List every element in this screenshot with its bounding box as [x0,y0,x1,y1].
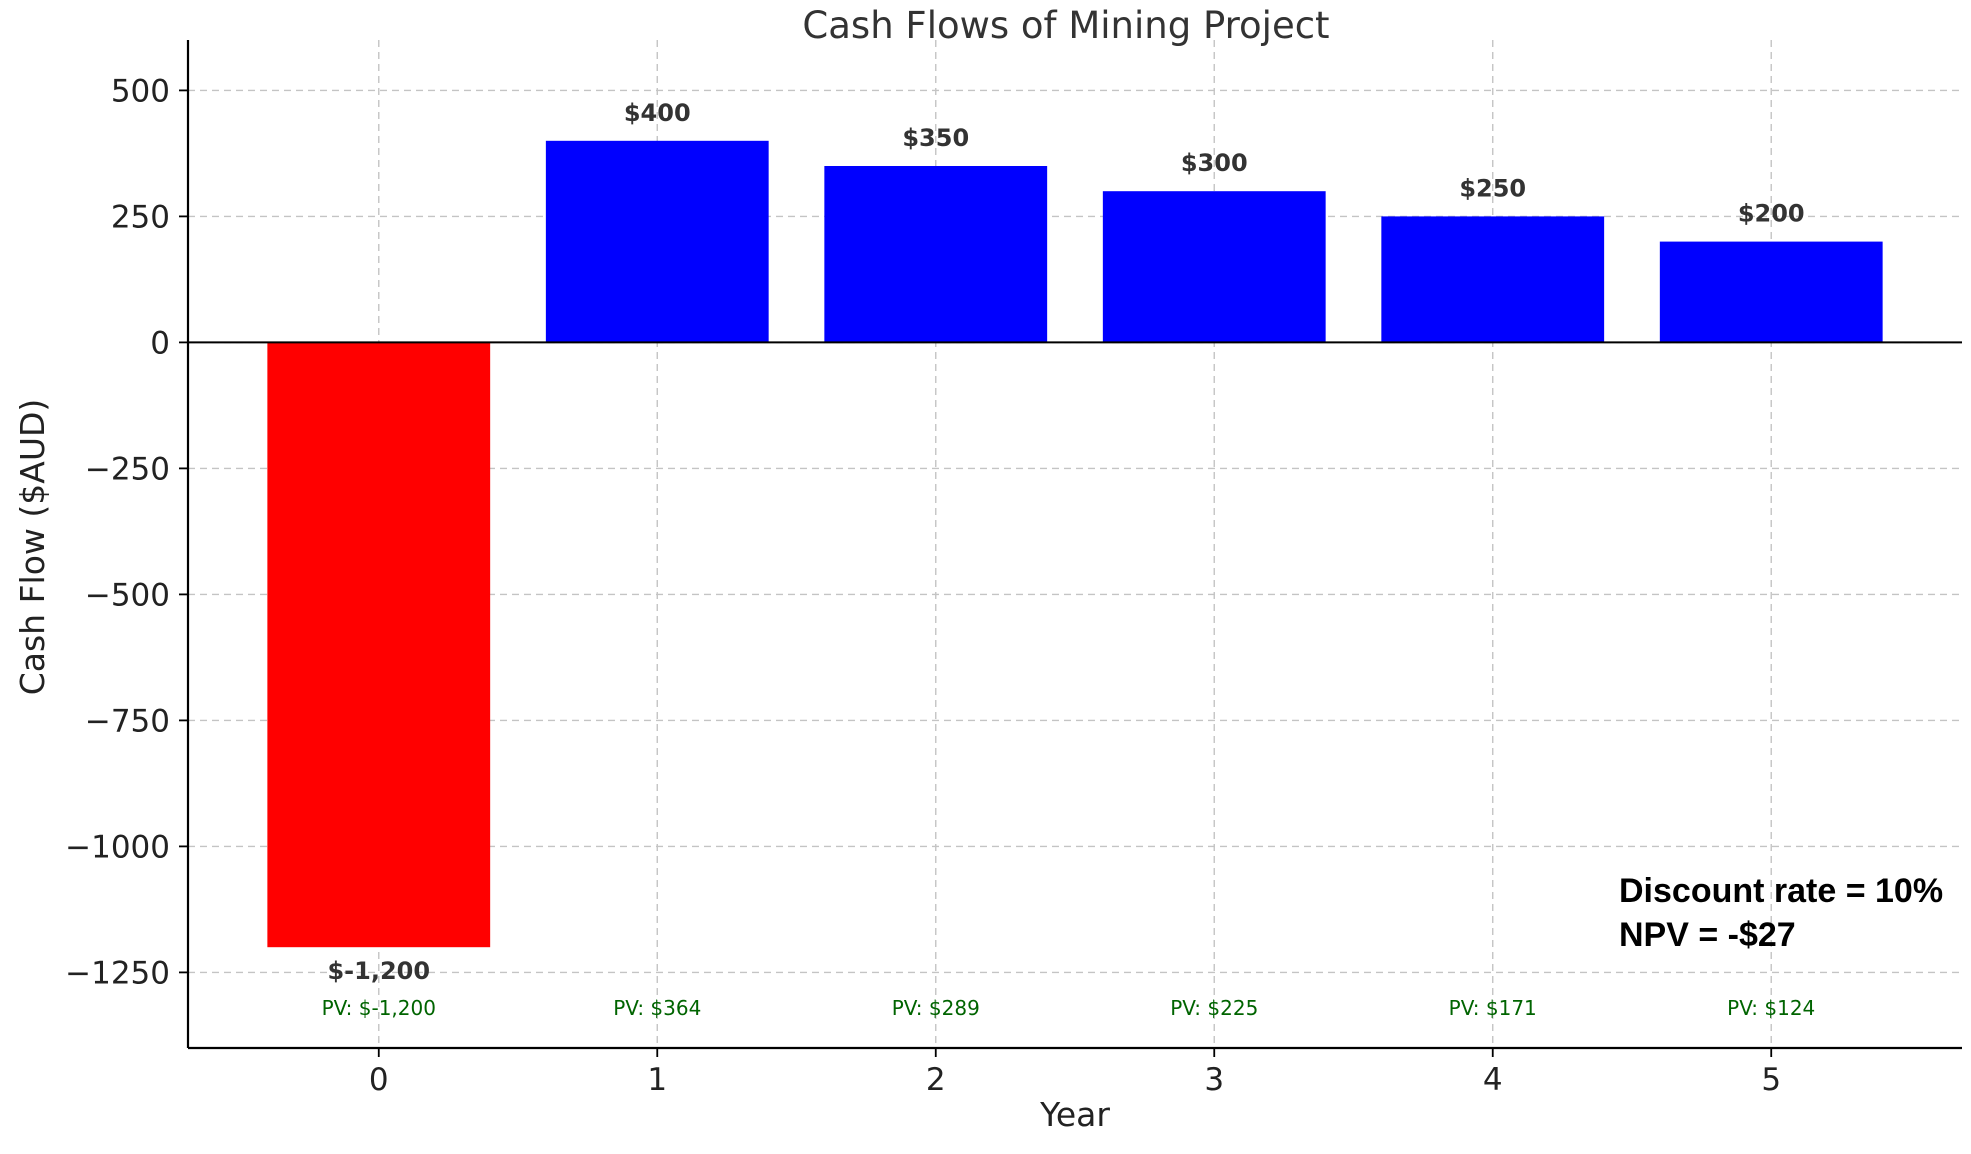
y-tick-label: −500 [85,577,170,613]
pv-label: PV: $171 [1449,996,1537,1020]
bar-year-4 [1381,216,1605,343]
value-label: $300 [1181,149,1248,177]
value-label: $350 [902,124,969,152]
x-tick-label: 4 [1483,1062,1503,1098]
pv-label: PV: $225 [1170,996,1258,1020]
x-tick-label: 3 [1204,1062,1224,1098]
data-labels: $-1,200 PV: $-1,200 $400 PV: $364 $350 PV: $2… [322,99,1816,1020]
y-axis-label: Cash Flow ($AUD) [13,399,52,696]
bar-year-1 [545,140,769,343]
x-tick-label: 5 [1761,1062,1781,1098]
y-tick-label: −1250 [65,955,170,991]
bar-year-2 [824,166,1048,343]
x-tick-label: 1 [647,1062,667,1098]
bar-year-5 [1659,241,1883,343]
npv-annotation: Discount rate = 10% NPV = -$27 [1619,872,1943,954]
axes: 500 250 0 −250 −500 −750 −1000 −1250 0 1 2 3 4 5 [65,40,1962,1098]
value-label: $200 [1738,200,1805,228]
bar-year-3 [1102,191,1326,343]
npv-value-annotation: NPV = -$27 [1619,916,1796,954]
x-tick-label: 2 [926,1062,946,1098]
pv-label: PV: $124 [1727,996,1815,1020]
y-tick-label: 500 [111,73,170,109]
value-label: $-1,200 [327,957,430,985]
y-tick-label: −750 [85,703,170,739]
x-axis-label: Year [1039,1095,1110,1134]
bars [267,140,1883,948]
pv-label: PV: $364 [613,996,701,1020]
pv-label: PV: $-1,200 [322,996,436,1020]
value-label: $400 [624,99,691,127]
x-tick-label: 0 [369,1062,389,1098]
y-tick-label: 0 [150,325,170,361]
chart-title: Cash Flows of Mining Project [802,4,1329,47]
y-tick-label: −1000 [65,829,170,865]
value-label: $250 [1459,174,1526,202]
y-tick-label: −250 [85,451,170,487]
bar-year-0 [267,342,491,948]
pv-label: PV: $289 [892,996,980,1020]
discount-rate-annotation: Discount rate = 10% [1619,872,1943,910]
y-tick-label: 250 [111,199,170,235]
